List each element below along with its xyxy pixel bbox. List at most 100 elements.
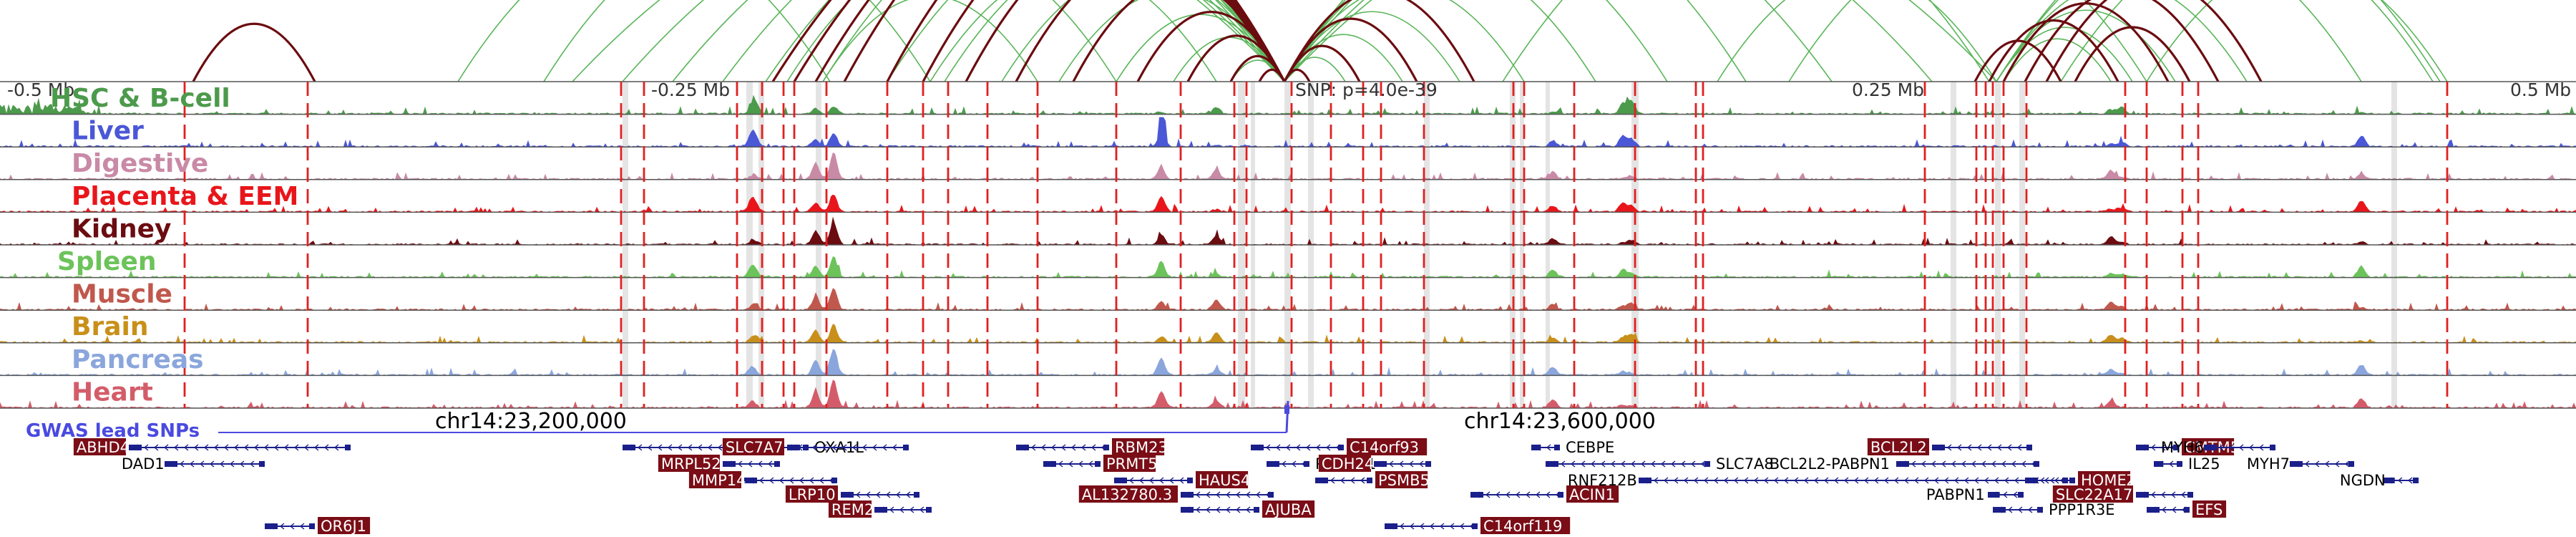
strand-arrow bbox=[757, 460, 763, 468]
gene-label-highlight bbox=[1566, 485, 1619, 503]
gene-exon bbox=[2018, 492, 2024, 498]
interaction-arc bbox=[457, 0, 831, 82]
interaction-arc bbox=[1058, 0, 1285, 82]
strand-arrow bbox=[2039, 477, 2045, 484]
gene-exon bbox=[259, 461, 265, 467]
strand-arrow bbox=[1713, 477, 1719, 484]
gene-exon bbox=[2187, 492, 2193, 498]
gene-exon bbox=[1267, 461, 1279, 467]
gene-exon bbox=[914, 492, 919, 498]
strand-arrow bbox=[1913, 477, 1919, 484]
gene-exon bbox=[2184, 507, 2190, 513]
gene-exon bbox=[1993, 507, 2006, 513]
strand-arrow bbox=[249, 460, 255, 468]
strand-arrow bbox=[193, 444, 199, 451]
strand-arrow bbox=[1953, 477, 1959, 484]
strand-arrow bbox=[303, 444, 309, 451]
strand-arrow bbox=[2001, 460, 2006, 468]
gene-label-highlight bbox=[1103, 455, 1156, 472]
strand-arrow bbox=[1680, 460, 1686, 468]
strand-arrow bbox=[1419, 523, 1425, 530]
gene-exon bbox=[787, 445, 800, 450]
strand-arrow bbox=[1733, 477, 1739, 484]
strand-arrow bbox=[1060, 444, 1066, 451]
strand-arrow bbox=[697, 444, 703, 451]
strand-arrow bbox=[1630, 460, 1636, 468]
strand-arrow bbox=[1040, 444, 1046, 451]
gene-haus4: HAUS4 bbox=[1114, 471, 1250, 489]
interaction-arc bbox=[672, 0, 1285, 82]
strand-arrow bbox=[1693, 477, 1699, 484]
gene-exon bbox=[903, 445, 909, 450]
gene-exon bbox=[1896, 461, 1909, 467]
gene-cebpe: CEBPE bbox=[1531, 439, 1614, 456]
interaction-arc bbox=[2146, 0, 2448, 82]
interaction-arc bbox=[1284, 0, 1596, 82]
interaction-arc-strong bbox=[192, 22, 316, 82]
gene-dad1: DAD1 bbox=[122, 455, 265, 473]
gene-label: SLC22A17 bbox=[2056, 486, 2133, 503]
gene-label-highlight bbox=[785, 485, 838, 503]
interaction-arc bbox=[543, 0, 931, 82]
interaction-arcs bbox=[192, 0, 2448, 82]
track-label: Spleen bbox=[57, 247, 157, 276]
gene-exon bbox=[129, 445, 142, 450]
strand-arrow bbox=[1449, 523, 1455, 530]
strand-arrow bbox=[1429, 523, 1435, 530]
strand-arrow bbox=[2021, 460, 2026, 468]
strand-arrow bbox=[882, 444, 887, 451]
strand-arrow bbox=[189, 460, 195, 468]
interaction-arc-strong bbox=[1072, 0, 1286, 82]
strand-arrow bbox=[2218, 444, 2224, 451]
interaction-arc-strong bbox=[2074, 26, 2191, 82]
strand-arrow bbox=[1580, 460, 1586, 468]
strand-arrow bbox=[1863, 477, 1869, 484]
strand-arrow bbox=[1265, 444, 1271, 451]
strand-arrow bbox=[253, 444, 259, 451]
strand-arrow bbox=[1971, 460, 1976, 468]
strand-arrow bbox=[855, 491, 861, 498]
strand-arrow bbox=[323, 444, 329, 451]
track-label: Muscle bbox=[72, 280, 172, 309]
coord-right-label: chr14:23,600,000 bbox=[1464, 409, 1656, 434]
strand-arrow bbox=[1943, 477, 1949, 484]
strand-arrow bbox=[1078, 460, 1083, 468]
strand-arrow bbox=[1903, 477, 1909, 484]
gene-exon bbox=[723, 461, 736, 467]
strand-arrow bbox=[821, 444, 827, 451]
strand-arrow bbox=[2150, 491, 2156, 498]
gene-bcl2l2-pabpn1: BCL2L2-PABPN1 bbox=[1770, 455, 2039, 473]
gene-exon bbox=[1554, 445, 1560, 450]
strand-arrow bbox=[1951, 460, 1956, 468]
strand-arrow bbox=[1305, 444, 1311, 451]
strand-arrow bbox=[1620, 460, 1626, 468]
gene-myh7: MYH7 bbox=[2247, 455, 2354, 473]
strand-arrow bbox=[273, 444, 279, 451]
strand-arrow bbox=[1653, 477, 1659, 484]
track-signal bbox=[0, 379, 2576, 408]
interaction-arc-strong bbox=[965, 0, 1286, 82]
strand-arrow bbox=[1215, 506, 1221, 513]
strand-arrow bbox=[1058, 460, 1063, 468]
strand-arrow bbox=[2006, 444, 2012, 451]
strand-arrow bbox=[1169, 477, 1174, 484]
strand-arrow bbox=[2014, 477, 2019, 484]
strand-arrow bbox=[909, 506, 914, 513]
gene-label: PRMT5 bbox=[1106, 455, 1158, 473]
strand-arrow bbox=[239, 460, 245, 468]
strand-arrow bbox=[1670, 460, 1676, 468]
gene-bcl2l2: BCL2L2 bbox=[1867, 438, 2032, 456]
gene-slc7a7: SLC7A7 bbox=[722, 438, 909, 456]
strand-arrow bbox=[283, 444, 289, 451]
gene-label: C14orf93 bbox=[1350, 439, 1419, 456]
strand-arrow bbox=[1179, 477, 1184, 484]
strand-arrow bbox=[2238, 444, 2244, 451]
strand-arrow bbox=[1976, 444, 1982, 451]
strand-arrow bbox=[1994, 477, 1999, 484]
interaction-arc bbox=[2003, 38, 2112, 82]
gene-label: REM2 bbox=[831, 501, 874, 518]
strand-arrow bbox=[1285, 444, 1291, 451]
strand-arrow bbox=[1070, 444, 1076, 451]
gene-label-highlight bbox=[2052, 485, 2133, 503]
strand-arrow bbox=[313, 444, 319, 451]
